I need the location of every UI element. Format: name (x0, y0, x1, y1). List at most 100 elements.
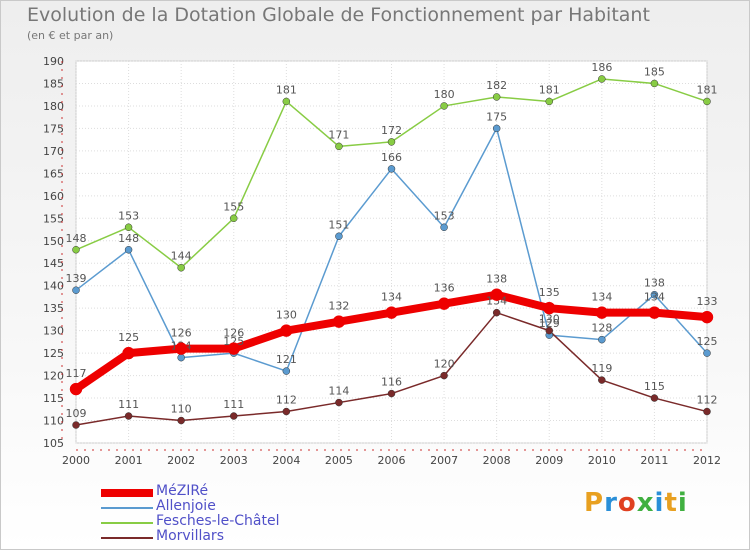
data-point (598, 376, 606, 384)
data-label: 121 (276, 353, 297, 366)
data-label: 181 (539, 83, 560, 96)
data-label: 116 (381, 376, 402, 389)
data-point (440, 102, 448, 110)
data-point (492, 308, 501, 317)
data-point (490, 288, 503, 301)
data-label: 117 (66, 367, 87, 380)
proxiti-logo: Proxiti (584, 488, 688, 518)
data-label: 134 (591, 291, 612, 304)
data-point (69, 382, 83, 396)
data-label: 111 (223, 398, 244, 411)
data-label: 138 (486, 273, 507, 286)
data-point (72, 246, 80, 254)
data-label: 185 (644, 65, 665, 78)
data-label: 155 (223, 200, 244, 213)
data-label: 125 (118, 331, 139, 344)
data-label: 128 (591, 322, 612, 335)
data-point (280, 324, 293, 337)
data-point (72, 421, 80, 429)
data-point (545, 97, 553, 106)
data-label: 130 (276, 309, 297, 322)
data-label: 186 (591, 61, 612, 74)
x-tick-label: 2004 (272, 454, 300, 467)
y-tick-label: 150 (43, 235, 64, 248)
data-point (124, 223, 133, 232)
data-point (282, 407, 291, 416)
data-point (703, 97, 711, 106)
data-label: 126 (223, 327, 244, 340)
data-label: 153 (118, 209, 139, 222)
y-tick-label: 155 (43, 212, 64, 225)
y-tick-label: 110 (43, 415, 64, 428)
data-label: 171 (328, 128, 349, 141)
data-point (648, 306, 661, 319)
y-tick-label: 180 (43, 100, 64, 113)
data-point (543, 301, 556, 315)
data-point (595, 306, 609, 319)
data-point (703, 349, 711, 357)
data-label: 112 (697, 394, 718, 407)
x-tick-label: 2000 (62, 454, 90, 467)
data-point (598, 75, 606, 83)
data-label: 136 (434, 282, 455, 295)
legend-label: Morvillars (156, 528, 224, 544)
x-tick-label: 2006 (378, 454, 406, 467)
data-label: 139 (66, 272, 87, 285)
data-point (335, 142, 343, 151)
y-tick-label: 185 (43, 77, 64, 90)
data-point (440, 371, 448, 380)
data-label: 119 (591, 362, 612, 375)
data-label: 135 (539, 286, 560, 299)
data-point (227, 342, 240, 355)
data-point (437, 297, 451, 310)
data-label: 125 (223, 335, 244, 348)
data-label: 132 (328, 300, 349, 313)
data-label: 172 (381, 124, 402, 137)
data-label: 181 (697, 83, 718, 96)
y-tick-label: 115 (43, 392, 64, 405)
y-tick-label: 105 (43, 437, 64, 450)
x-tick-label: 2001 (115, 454, 143, 467)
legend-swatch (101, 507, 153, 509)
data-label: 130 (539, 313, 560, 326)
data-point (650, 79, 659, 88)
data-point (124, 412, 133, 420)
data-point (332, 315, 346, 328)
data-point (703, 407, 711, 416)
data-label: 112 (276, 394, 297, 407)
y-tick-label: 125 (43, 347, 64, 360)
data-point (387, 138, 396, 146)
chart-title: Evolution de la Dotation Globale de Fonc… (27, 4, 650, 26)
data-point (545, 326, 553, 335)
data-point (385, 306, 398, 319)
data-point (282, 97, 291, 106)
legend-swatch (101, 489, 153, 497)
data-label: 148 (66, 232, 87, 245)
data-label: 181 (276, 83, 297, 96)
data-label: 180 (434, 88, 455, 101)
data-label: 133 (697, 295, 718, 308)
data-label: 182 (486, 79, 507, 92)
data-point (492, 93, 501, 101)
data-label: 129 (539, 317, 560, 330)
data-label: 175 (486, 110, 507, 123)
data-label: 151 (328, 218, 349, 231)
data-label: 166 (381, 151, 402, 164)
data-point (177, 263, 185, 272)
x-tick-label: 2012 (693, 454, 721, 467)
y-tick-label: 135 (43, 302, 64, 315)
y-tick-label: 165 (43, 167, 64, 180)
data-point (335, 232, 343, 241)
data-label: 111 (118, 398, 139, 411)
data-point (492, 124, 501, 133)
data-label: 114 (328, 385, 349, 398)
y-tick-label: 140 (43, 280, 64, 293)
data-point (177, 416, 185, 425)
x-tick-label: 2003 (220, 454, 248, 467)
data-label: 115 (644, 380, 665, 393)
data-point (387, 165, 396, 173)
legend-label: Allenjoie (156, 498, 216, 514)
data-point (440, 223, 448, 232)
